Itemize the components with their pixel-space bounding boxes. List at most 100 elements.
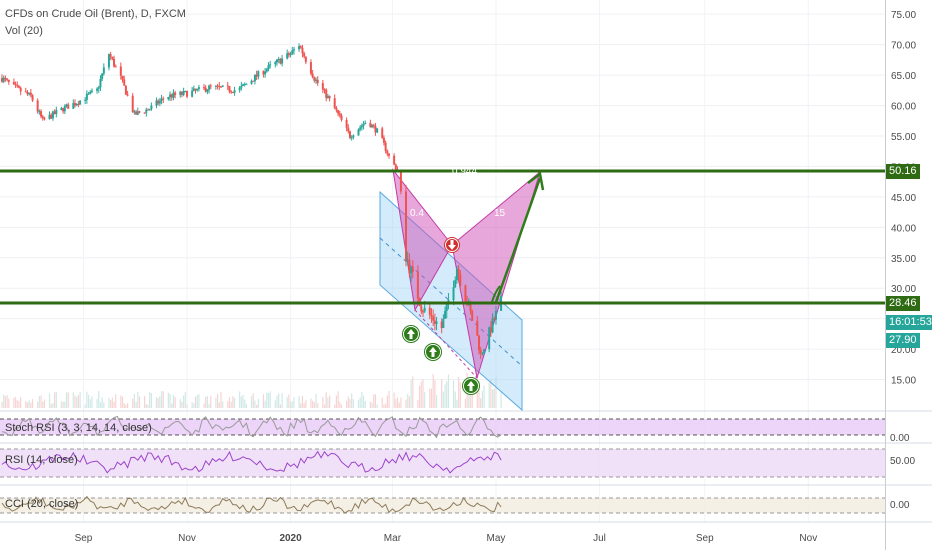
- volume-bar: [110, 399, 112, 408]
- candle-body: [101, 73, 104, 79]
- sell-signal-icon[interactable]: [444, 237, 460, 253]
- volume-bar: [171, 403, 173, 408]
- candle-body: [50, 114, 53, 119]
- candle-body: [357, 129, 360, 136]
- volume-bar: [340, 404, 343, 408]
- candle-body: [191, 90, 194, 97]
- candle-body: [123, 79, 126, 86]
- volume-bar: [264, 400, 266, 408]
- symbol-title[interactable]: CFDs on Crude Oil (Brent), D, FXCM: [5, 8, 186, 20]
- volume-bar: [303, 403, 305, 408]
- pattern-ratio-ac: 0.4: [410, 208, 424, 219]
- candle-body: [338, 113, 341, 116]
- candle-body: [313, 77, 316, 81]
- candle-body: [143, 112, 146, 114]
- candle-body: [433, 320, 436, 324]
- buy-signal-icon[interactable]: [462, 377, 480, 395]
- price-tick-label: 35.00: [891, 254, 916, 265]
- volume-bar: [108, 397, 110, 408]
- volume-bar: [464, 398, 467, 408]
- candle-body: [87, 93, 90, 95]
- candle-body: [160, 98, 163, 101]
- candle-body: [360, 125, 363, 128]
- cci-label[interactable]: CCI (20, close): [5, 498, 79, 510]
- volume-bar: [174, 397, 176, 408]
- volume-bar: [184, 392, 186, 408]
- candle-body: [38, 111, 41, 113]
- candle-body: [96, 88, 99, 91]
- candle-body: [219, 86, 222, 88]
- bar-countdown-tag: 16:01:53: [886, 315, 932, 330]
- volume-bar: [133, 394, 136, 408]
- volume-bar: [74, 395, 76, 408]
- candle-body: [381, 128, 384, 138]
- volume-bar: [169, 393, 171, 408]
- buy-signal-icon[interactable]: [424, 343, 442, 361]
- candle-body: [481, 353, 484, 355]
- candle-body: [72, 103, 75, 109]
- candle-body: [167, 97, 170, 100]
- candle-body: [364, 122, 367, 125]
- volume-bar: [193, 403, 195, 408]
- volume-bar: [6, 395, 8, 408]
- volume-bar: [396, 397, 399, 408]
- volume-bar: [452, 380, 455, 408]
- stoch-rsi-label[interactable]: Stoch RSI (3, 3, 14, 14, close): [5, 422, 152, 434]
- volume-bar: [79, 392, 81, 408]
- candle-body: [26, 92, 29, 95]
- candle-body: [408, 259, 411, 274]
- volume-bar: [305, 399, 307, 408]
- volume-bar: [111, 397, 113, 408]
- candle-body: [286, 53, 289, 59]
- volume-bar: [115, 394, 117, 408]
- candle-body: [233, 90, 236, 93]
- volume-bar: [289, 401, 292, 408]
- candle-body: [410, 266, 413, 274]
- volume-bar: [351, 393, 353, 408]
- volume-bar: [388, 391, 390, 408]
- candle-body: [374, 126, 377, 133]
- volume-bar: [179, 398, 181, 408]
- candle-body: [421, 311, 424, 313]
- candle-body: [406, 259, 409, 262]
- candle-body: [162, 98, 165, 100]
- cci-axis-tick: 0.00: [890, 500, 910, 511]
- candle-body: [328, 96, 331, 99]
- price-tick-label: 60.00: [891, 102, 916, 113]
- volume-indicator-label[interactable]: Vol (20): [5, 25, 43, 37]
- stoch-rsi-axis-tick: 0.00: [890, 433, 910, 444]
- candle-body: [218, 85, 221, 87]
- candle-body: [172, 92, 175, 98]
- volume-bar: [91, 396, 93, 408]
- pattern-ratio-bd: 15: [494, 208, 506, 219]
- candle-body: [388, 153, 391, 156]
- volume-bar: [469, 391, 472, 408]
- volume-bar: [310, 398, 312, 408]
- candle-body: [17, 86, 20, 88]
- volume-bar: [298, 396, 300, 408]
- candle-body: [119, 66, 122, 76]
- candle-body: [348, 131, 351, 138]
- harmonic-pattern-right: [451, 170, 541, 379]
- candle-body: [65, 104, 68, 107]
- volume-bar: [162, 391, 164, 408]
- candle-body: [31, 95, 34, 101]
- volume-bar: [286, 397, 288, 408]
- volume-bar: [300, 403, 302, 408]
- candle-body: [221, 85, 224, 87]
- buy-signal-icon[interactable]: [402, 325, 420, 343]
- rsi-label[interactable]: RSI (14, close): [5, 454, 78, 466]
- volume-bar: [147, 404, 149, 408]
- volume-bar: [317, 403, 319, 408]
- time-axis-label: Sep: [75, 533, 93, 544]
- volume-bar: [127, 403, 129, 408]
- candle-body: [382, 137, 385, 143]
- candle-body: [113, 58, 116, 67]
- candle-body: [85, 93, 88, 100]
- volume-bar: [458, 377, 460, 408]
- small-arrow: [491, 285, 501, 303]
- volume-bar: [52, 402, 54, 408]
- volume-bar: [278, 393, 280, 408]
- candle-body: [420, 305, 423, 312]
